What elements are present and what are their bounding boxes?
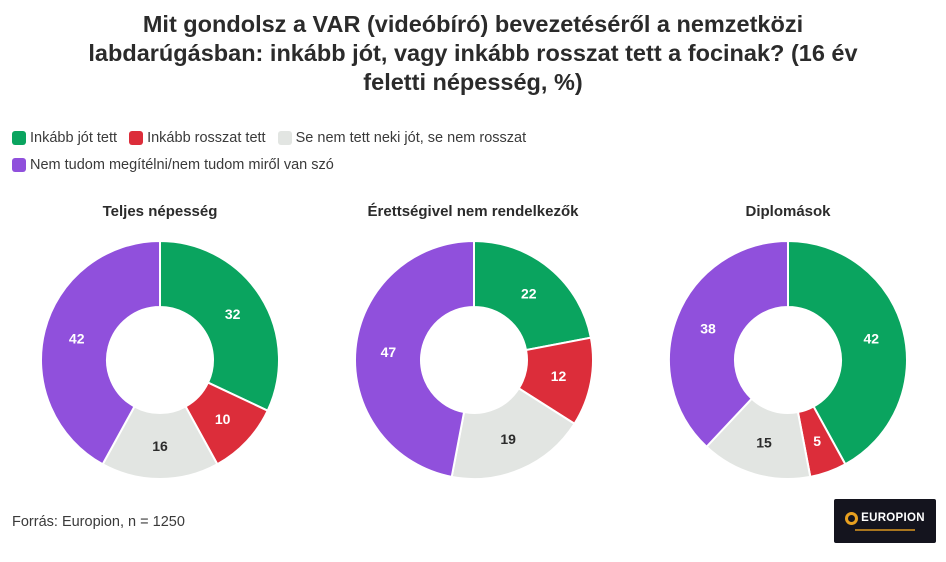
donut-2-label-dontknow: 38 bbox=[700, 320, 716, 336]
donut-2-slice-good bbox=[787, 239, 908, 466]
panel-title-no-matura: Érettségivel nem rendelkezők bbox=[367, 203, 579, 220]
donut-0-label-bad: 10 bbox=[215, 411, 231, 427]
panel-title-graduates: Diplomások bbox=[745, 203, 831, 220]
legend-swatch-good bbox=[12, 131, 26, 145]
donut-1-label-neutral: 19 bbox=[500, 431, 516, 447]
donut-1-slice-good bbox=[473, 239, 593, 352]
legend-item-neutral: Se nem tett neki jót, se nem rosszat bbox=[277, 126, 527, 150]
legend-swatch-neutral bbox=[277, 131, 292, 145]
legend-swatch-bad bbox=[129, 131, 144, 145]
donut-0-slice-neutral bbox=[101, 405, 219, 480]
donut-0-slice-good bbox=[159, 239, 280, 412]
legend-swatch-dontknow bbox=[12, 158, 26, 172]
legend-label-bad: Inkább rosszat tett bbox=[147, 130, 266, 146]
legend-item-good: Inkább jót tett bbox=[12, 126, 117, 150]
donut-0-slice-dontknow bbox=[40, 239, 161, 466]
donut-2-label-neutral: 15 bbox=[756, 435, 772, 451]
legend-label-dontknow: Nem tudom megítélni/nem tudom miről van … bbox=[30, 157, 334, 173]
donut-1-label-dontknow: 47 bbox=[381, 344, 397, 360]
donut-1-label-bad: 12 bbox=[551, 368, 567, 384]
donut-0-label-dontknow: 42 bbox=[69, 331, 85, 347]
logo-tagline-decoration bbox=[855, 528, 915, 531]
donut-1-slice-neutral bbox=[450, 387, 576, 480]
donut-1-slice-dontknow bbox=[354, 239, 475, 479]
donut-0-label-neutral: 16 bbox=[152, 438, 168, 454]
panel-title-total: Teljes népesség bbox=[102, 203, 218, 220]
chart-title: Mit gondolsz a VAR (videóbíró) bevezetés… bbox=[88, 11, 858, 95]
donut-2-label-good: 42 bbox=[864, 331, 880, 347]
legend-item-dontknow: Nem tudom megítélni/nem tudom miről van … bbox=[12, 153, 334, 177]
donut-2-slice-dontknow bbox=[668, 239, 789, 449]
donut-2-label-bad: 5 bbox=[813, 433, 821, 449]
donut-0-label-good: 32 bbox=[225, 306, 241, 322]
europion-logo: EUROPION bbox=[834, 499, 936, 543]
europion-logo-icon bbox=[845, 511, 859, 525]
donut-1-label-good: 22 bbox=[521, 286, 537, 302]
logo-text: EUROPION bbox=[861, 512, 925, 524]
legend-label-good: Inkább jót tett bbox=[30, 130, 118, 146]
legend-item-bad: Inkább rosszat tett bbox=[129, 126, 266, 150]
legend: Inkább jót tett Inkább rosszat tett Se n… bbox=[12, 126, 732, 180]
source-note: Forrás: Europion, n = 1250 bbox=[12, 514, 185, 530]
legend-label-neutral: Se nem tett neki jót, se nem rosszat bbox=[295, 130, 527, 146]
